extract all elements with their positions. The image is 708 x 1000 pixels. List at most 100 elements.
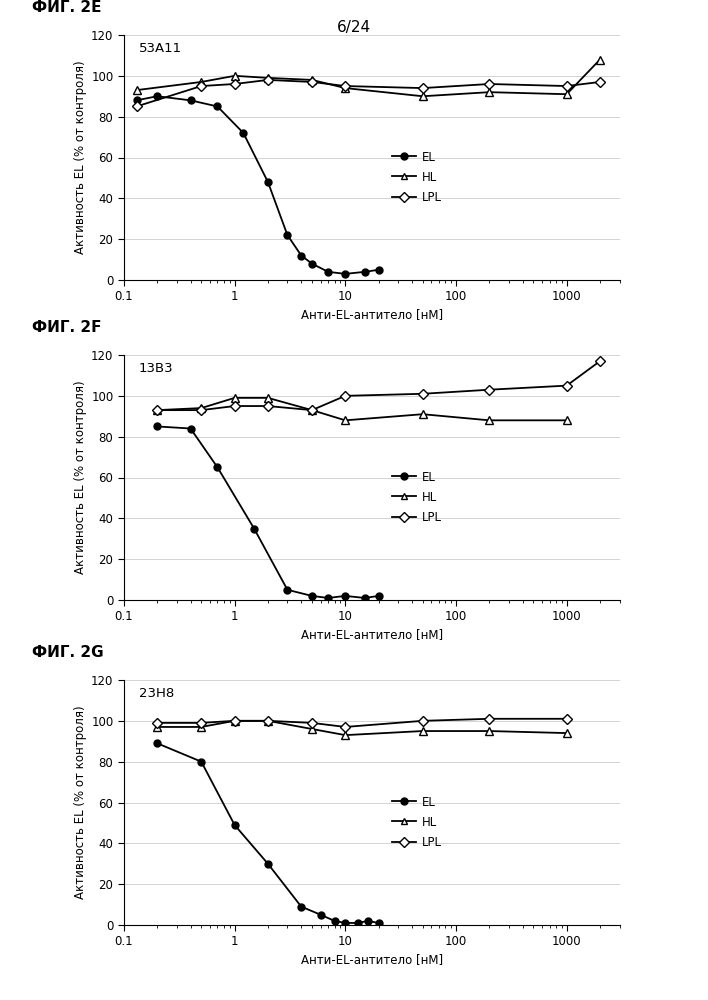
- HL: [341, 729, 350, 741]
- EL: [324, 266, 332, 278]
- Text: 13B3: 13B3: [139, 362, 173, 375]
- LPL: [153, 717, 161, 729]
- EL: [250, 523, 258, 535]
- LPL: [418, 388, 427, 400]
- LPL: [308, 717, 316, 729]
- LPL: [230, 715, 239, 727]
- LPL: [418, 715, 427, 727]
- EL: [263, 176, 272, 188]
- EL: [230, 819, 239, 831]
- LPL: [308, 76, 316, 88]
- EL: [213, 461, 222, 473]
- HL: [197, 721, 205, 733]
- EL: [375, 264, 383, 276]
- LPL: [595, 76, 604, 88]
- EL: [316, 909, 325, 921]
- X-axis label: Анти-EL-антитело [нМ]: Анти-EL-антитело [нМ]: [301, 628, 442, 641]
- Text: ФИГ. 2G: ФИГ. 2G: [32, 645, 103, 660]
- LPL: [153, 404, 161, 416]
- LPL: [263, 400, 272, 412]
- LPL: [485, 78, 493, 90]
- HL: [562, 414, 571, 426]
- EL: [308, 258, 316, 270]
- LPL: [341, 390, 350, 402]
- Y-axis label: Активность EL (% от контроля): Активность EL (% от контроля): [74, 706, 87, 899]
- HL: [485, 414, 493, 426]
- Text: 53A11: 53A11: [139, 42, 182, 55]
- LPL: [418, 82, 427, 94]
- EL: [239, 127, 248, 139]
- LPL: [341, 721, 350, 733]
- HL: [418, 408, 427, 420]
- HL: [263, 72, 272, 84]
- LPL: [485, 713, 493, 725]
- EL: [132, 94, 141, 106]
- LPL: [197, 404, 205, 416]
- Legend: EL, HL, LPL: EL, HL, LPL: [387, 791, 447, 853]
- HL: [308, 74, 316, 86]
- EL: [197, 756, 205, 768]
- LPL: [562, 713, 571, 725]
- Line: LPL: LPL: [154, 358, 603, 414]
- Legend: EL, HL, LPL: EL, HL, LPL: [387, 466, 447, 528]
- Line: HL: HL: [153, 717, 571, 739]
- Text: 6/24: 6/24: [337, 20, 371, 35]
- LPL: [485, 384, 493, 396]
- LPL: [197, 80, 205, 92]
- EL: [263, 858, 272, 870]
- HL: [485, 725, 493, 737]
- Text: 23H8: 23H8: [139, 687, 174, 700]
- EL: [153, 420, 161, 432]
- HL: [562, 727, 571, 739]
- HL: [595, 53, 604, 66]
- HL: [197, 402, 205, 414]
- Y-axis label: Активность EL (% от контроля): Активность EL (% от контроля): [74, 381, 87, 574]
- HL: [308, 404, 316, 416]
- LPL: [562, 80, 571, 92]
- EL: [153, 90, 161, 102]
- EL: [213, 100, 222, 112]
- HL: [153, 404, 161, 416]
- HL: [230, 715, 239, 727]
- HL: [263, 392, 272, 404]
- EL: [375, 917, 383, 929]
- Line: LPL: LPL: [154, 715, 570, 730]
- EL: [297, 901, 305, 913]
- EL: [341, 268, 350, 280]
- LPL: [230, 78, 239, 90]
- HL: [153, 721, 161, 733]
- HL: [341, 82, 350, 94]
- EL: [360, 266, 369, 278]
- EL: [354, 917, 362, 929]
- EL: [283, 229, 292, 241]
- LPL: [308, 404, 316, 416]
- Y-axis label: Активность EL (% от контроля): Активность EL (% от контроля): [74, 61, 87, 254]
- LPL: [341, 80, 350, 92]
- EL: [341, 917, 350, 929]
- HL: [562, 88, 571, 100]
- Line: HL: HL: [132, 55, 604, 100]
- Line: EL: EL: [154, 740, 382, 926]
- HL: [197, 76, 205, 88]
- Line: HL: HL: [153, 394, 571, 424]
- EL: [324, 592, 332, 604]
- HL: [230, 70, 239, 82]
- X-axis label: Анти-EL-антитело [нМ]: Анти-EL-антитело [нМ]: [301, 308, 442, 321]
- HL: [418, 725, 427, 737]
- EL: [186, 422, 195, 434]
- LPL: [263, 715, 272, 727]
- Line: EL: EL: [154, 423, 382, 601]
- LPL: [132, 100, 141, 112]
- Line: LPL: LPL: [133, 76, 603, 110]
- HL: [263, 715, 272, 727]
- LPL: [562, 380, 571, 392]
- EL: [297, 249, 305, 261]
- X-axis label: Анти-EL-антитело [нМ]: Анти-EL-антитело [нМ]: [301, 953, 442, 966]
- HL: [308, 723, 316, 735]
- EL: [308, 590, 316, 602]
- LPL: [595, 355, 604, 367]
- HL: [230, 392, 239, 404]
- EL: [360, 592, 369, 604]
- Line: EL: EL: [133, 93, 382, 277]
- EL: [153, 737, 161, 749]
